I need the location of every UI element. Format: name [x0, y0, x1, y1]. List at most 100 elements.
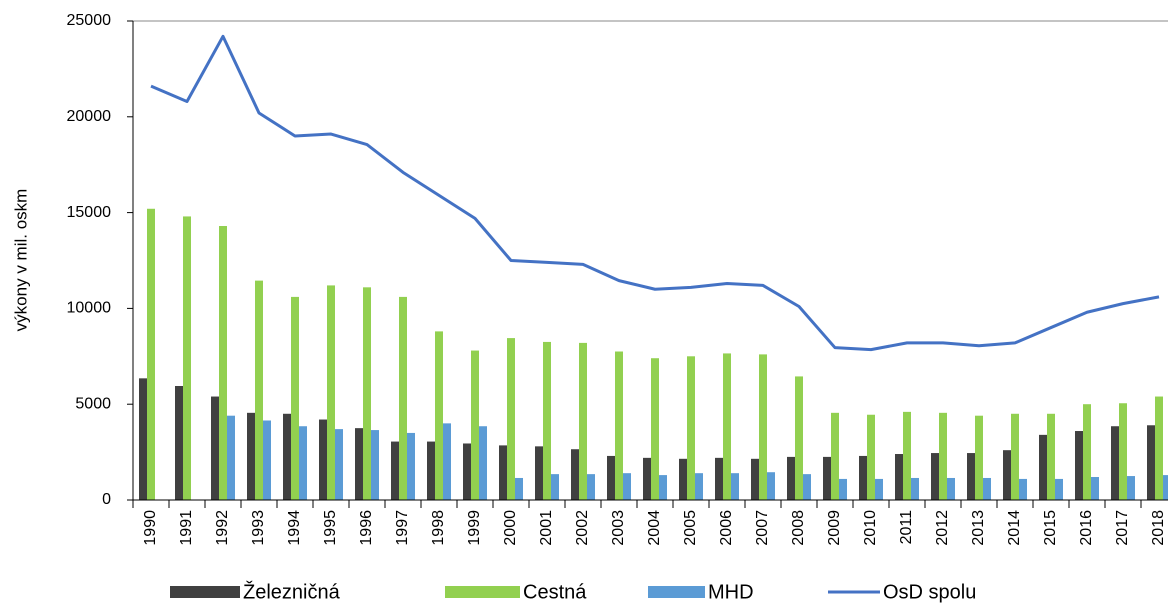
bar: [895, 454, 903, 500]
bar: [615, 351, 623, 500]
bar: [1147, 425, 1155, 500]
x-tick-label: 2012: [934, 510, 951, 546]
y-tick-label: 25000: [67, 12, 112, 29]
bar: [607, 455, 615, 500]
bar: [507, 338, 515, 500]
legend-label: Cestná: [523, 581, 587, 603]
bar: [875, 478, 883, 500]
line: [150, 34, 1160, 352]
bar: [751, 458, 759, 500]
bar: [327, 285, 335, 500]
x-tick-label: 2011: [898, 510, 915, 545]
x-tick-label: 2002: [574, 510, 591, 546]
bar: [867, 414, 875, 500]
bar: [1163, 475, 1168, 500]
bar: [587, 474, 595, 500]
bar: [911, 477, 919, 500]
x-tick-label: 2001: [538, 510, 555, 546]
x-tick-label: 2006: [718, 510, 735, 546]
bar: [759, 354, 767, 500]
bar: [255, 280, 263, 500]
bar: [283, 413, 291, 500]
bar: [1155, 396, 1163, 500]
bar: [939, 412, 947, 500]
x-tick-label: 2008: [790, 510, 807, 546]
bar: [299, 426, 307, 500]
bar: [1047, 413, 1055, 500]
x-tick-label: 2013: [970, 510, 987, 546]
y-tick-label: 15000: [67, 204, 112, 221]
bar: [947, 477, 955, 500]
bar: [263, 420, 271, 500]
x-tick-label: 2003: [610, 510, 627, 546]
bar: [839, 478, 847, 500]
legend-label: MHD: [708, 581, 754, 603]
bar: [679, 458, 687, 500]
legend-swatch: [445, 586, 520, 598]
x-tick-label: 2014: [1006, 510, 1023, 546]
bar: [219, 226, 227, 500]
x-tick-label: 2009: [826, 510, 843, 546]
y-tick-label: 0: [102, 491, 111, 508]
x-tick-label: 2018: [1150, 510, 1167, 546]
bar: [247, 412, 255, 500]
bar: [1091, 477, 1099, 500]
bar: [967, 453, 975, 500]
bar: [715, 457, 723, 500]
bar: [1003, 450, 1011, 500]
x-tick-label: 2005: [682, 510, 699, 546]
bar: [407, 432, 415, 500]
bar: [371, 430, 379, 500]
bar: [1039, 434, 1047, 500]
bar: [723, 353, 731, 500]
y-tick-label: 5000: [75, 395, 111, 412]
bar: [859, 455, 867, 500]
bar: [571, 449, 579, 500]
x-tick-label: 2000: [502, 510, 519, 546]
legend-label: Železničná: [243, 580, 341, 603]
bar: [1111, 426, 1119, 500]
bar: [1055, 478, 1063, 500]
bar: [391, 441, 399, 500]
bar: [319, 419, 327, 500]
bar: [175, 385, 183, 500]
bar: [291, 296, 299, 500]
bar: [427, 441, 435, 500]
x-tick-label: 1998: [430, 510, 447, 546]
legend-label: OsD spolu: [883, 581, 976, 603]
y-tick-label: 20000: [67, 108, 112, 125]
bar: [659, 475, 667, 500]
x-tick-label: 2017: [1114, 510, 1131, 546]
x-tick-label: 1993: [250, 510, 267, 546]
bar: [551, 474, 559, 500]
legend-swatch: [170, 586, 240, 598]
bar: [1019, 478, 1027, 500]
bar: [975, 415, 983, 500]
legend-swatch: [648, 586, 705, 598]
x-tick-label: 1994: [286, 510, 303, 546]
bar: [687, 356, 695, 500]
bar: [903, 411, 911, 500]
bar: [535, 446, 543, 500]
bar: [435, 331, 443, 500]
bar: [1083, 404, 1091, 500]
bar: [335, 429, 343, 500]
y-axis-label: výkony v mil. oskm: [11, 189, 30, 332]
bar: [643, 457, 651, 500]
bar: [1119, 403, 1127, 500]
x-tick-label: 2010: [862, 510, 879, 546]
bar: [1011, 413, 1019, 500]
bar: [803, 474, 811, 500]
bar: [767, 472, 775, 500]
bar: [579, 342, 587, 500]
bar: [651, 358, 659, 500]
bar: [471, 350, 479, 500]
x-tick-label: 1999: [466, 510, 483, 546]
x-tick-label: 1997: [394, 510, 411, 546]
x-tick-label: 1992: [214, 510, 231, 546]
bar: [463, 443, 471, 500]
x-tick-label: 2016: [1078, 510, 1095, 546]
x-tick-label: 1995: [322, 510, 339, 546]
bar: [823, 456, 831, 500]
